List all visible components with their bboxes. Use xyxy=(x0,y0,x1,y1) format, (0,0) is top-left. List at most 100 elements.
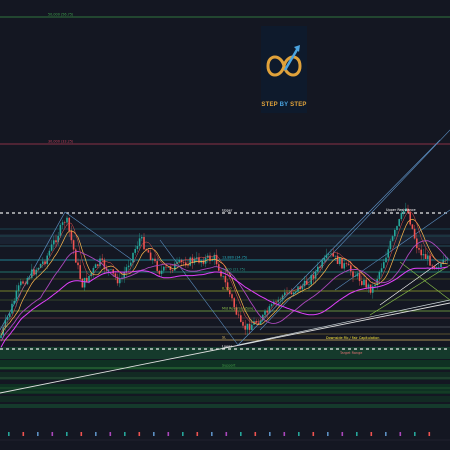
candle-body xyxy=(154,258,156,262)
price-level-label: Mid Reversal Zone xyxy=(222,307,253,311)
candle-body xyxy=(345,263,348,264)
candle-body xyxy=(277,299,279,302)
candle-body xyxy=(257,322,260,325)
candle-body xyxy=(270,304,273,307)
candle-body xyxy=(365,279,367,288)
candle-body xyxy=(0,335,2,338)
candle-body xyxy=(121,277,123,279)
chart-annotation: Downside Fib / Fair Capitulation xyxy=(326,336,379,340)
candle-body xyxy=(233,298,235,308)
candle-body xyxy=(396,226,398,231)
time-marker xyxy=(428,432,431,436)
candle-body xyxy=(284,292,286,296)
time-marker xyxy=(399,432,402,436)
candle-body xyxy=(163,266,165,271)
candle-body xyxy=(167,267,169,268)
candle-body xyxy=(429,255,431,266)
candle-body xyxy=(92,268,95,274)
candle-body xyxy=(44,261,46,265)
trend-line xyxy=(64,211,136,263)
candle-body xyxy=(125,267,128,273)
candle-body xyxy=(405,208,407,212)
trend-line xyxy=(237,139,441,346)
candle-body xyxy=(222,275,224,277)
candle-body xyxy=(409,212,411,225)
candle-body xyxy=(86,277,88,282)
candle-body xyxy=(134,249,136,253)
candle-body xyxy=(374,284,376,287)
candle-body xyxy=(363,279,365,285)
brand-logo: STEP BY STEP xyxy=(261,26,307,113)
candle-body xyxy=(101,258,103,260)
candle-body xyxy=(341,258,343,269)
candle-body xyxy=(61,222,64,225)
candle-body xyxy=(57,235,59,243)
candle-body xyxy=(325,254,328,259)
candle-body xyxy=(39,263,42,268)
candle-body xyxy=(189,257,191,266)
candle-body xyxy=(262,314,264,321)
logo-word-2: BY xyxy=(279,102,289,108)
candle-body xyxy=(90,273,92,277)
candle-body xyxy=(290,292,293,295)
candle-body xyxy=(255,321,257,323)
candle-body xyxy=(22,281,24,284)
candle-body xyxy=(88,276,90,282)
candle-body xyxy=(132,252,134,263)
candle-body xyxy=(180,260,183,263)
candle-body xyxy=(165,266,167,268)
candle-body xyxy=(297,286,299,292)
candle-body xyxy=(317,266,319,272)
candle-body xyxy=(332,253,334,257)
candle-body xyxy=(31,269,33,278)
candle-body xyxy=(312,275,315,279)
zone-band xyxy=(0,347,450,359)
candle-body xyxy=(37,267,40,270)
candle-body xyxy=(321,260,323,268)
price-level-label: 8,300 xyxy=(222,287,232,291)
candle-body xyxy=(288,292,290,294)
time-axis xyxy=(0,432,450,441)
zone-band xyxy=(0,360,450,370)
candle-body xyxy=(330,253,332,255)
candle-body xyxy=(354,276,356,277)
candle-body xyxy=(35,269,37,275)
candle-body xyxy=(367,284,370,288)
candle-body xyxy=(79,265,81,279)
time-marker xyxy=(138,432,141,436)
candle-body xyxy=(198,257,200,263)
time-marker xyxy=(327,432,329,436)
candle-body xyxy=(420,249,422,256)
candle-body xyxy=(202,260,205,264)
candle-body xyxy=(310,275,312,285)
candle-body xyxy=(442,259,444,264)
infinity-arrow-logo-icon xyxy=(266,45,302,77)
candle-body xyxy=(224,275,227,283)
price-level-label: 30,000 (33.25) xyxy=(48,140,74,144)
time-marker xyxy=(211,432,213,436)
candle-body xyxy=(50,244,53,251)
candle-body xyxy=(251,324,253,330)
time-marker xyxy=(80,432,83,436)
price-level-label: SL xyxy=(222,336,226,340)
candle-body xyxy=(182,262,185,263)
candle-body xyxy=(394,230,396,237)
candle-body xyxy=(343,263,345,269)
time-marker xyxy=(283,432,286,436)
candle-body xyxy=(110,269,112,270)
candle-body xyxy=(372,286,374,293)
candle-body xyxy=(215,254,218,265)
zone-band xyxy=(0,396,450,402)
candle-body xyxy=(246,323,249,330)
candle-body xyxy=(116,276,119,284)
candle-body xyxy=(266,310,268,313)
candle-body xyxy=(295,291,297,293)
candle-body xyxy=(123,272,125,278)
candle-body xyxy=(191,257,194,264)
candle-body xyxy=(185,262,187,266)
candle-body xyxy=(24,283,26,285)
candle-body xyxy=(143,237,145,250)
time-marker xyxy=(66,432,68,436)
candle-body xyxy=(46,255,48,265)
